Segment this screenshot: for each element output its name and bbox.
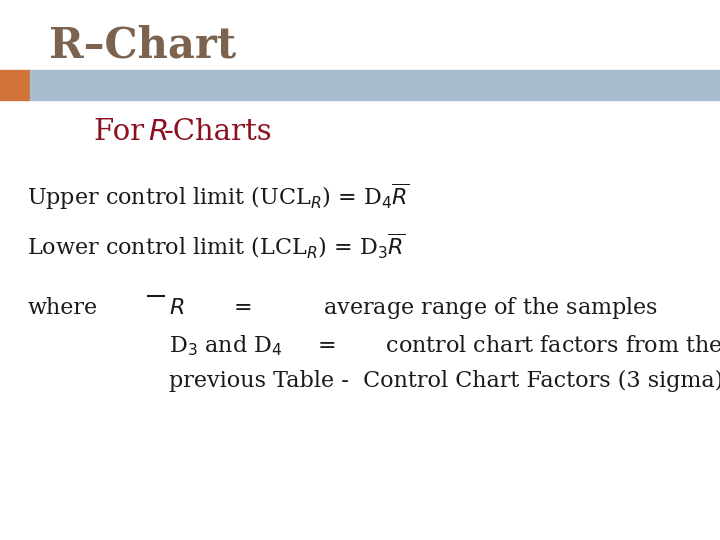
Text: -Charts: -Charts	[164, 118, 273, 146]
Bar	[0, 70, 30, 100]
Text: where: where	[27, 297, 97, 319]
Text: $R$       =          average range of the samples: $R$ = average range of the samples	[169, 295, 658, 321]
Text: For: For	[94, 118, 153, 146]
Text: $\it{R}$: $\it{R}$	[148, 118, 167, 146]
Text: Upper control limit (UCL$_R$) = D$_4\overline{R}$: Upper control limit (UCL$_R$) = D$_4\ove…	[27, 182, 410, 212]
Bar	[30, 70, 720, 100]
Text: previous Table -  Control Chart Factors (3 sigma): previous Table - Control Chart Factors (…	[169, 370, 720, 392]
Text: R–Chart: R–Chart	[49, 25, 236, 67]
Text: Lower control limit (LCL$_R$) = D$_3\overline{R}$: Lower control limit (LCL$_R$) = D$_3\ove…	[27, 231, 405, 260]
Text: D$_3$ and D$_4$     =       control chart factors from the: D$_3$ and D$_4$ = control chart factors …	[169, 333, 720, 358]
